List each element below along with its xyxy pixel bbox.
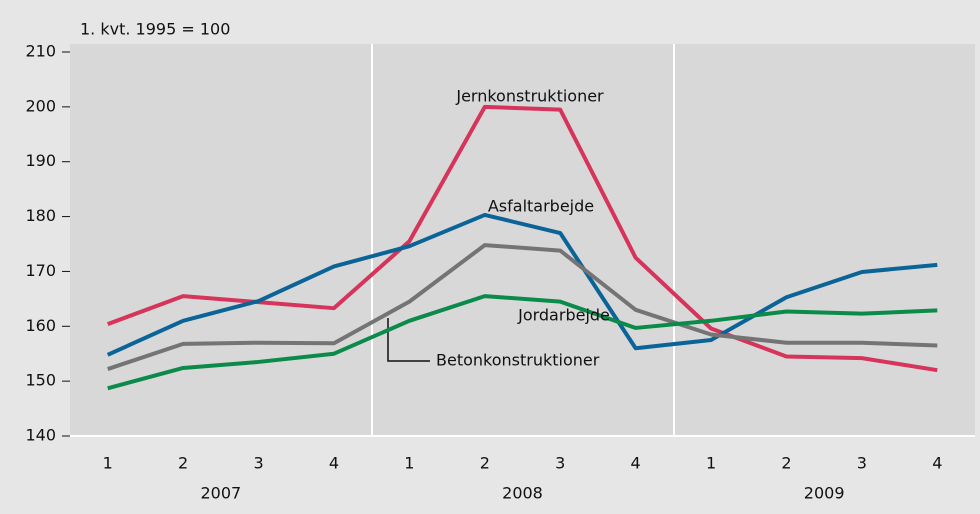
y-tick-label: 160	[25, 316, 56, 335]
x-tick-label: 3	[253, 454, 263, 473]
series-label: Jernkonstruktioner	[455, 87, 604, 106]
x-tick-label: 2	[480, 454, 490, 473]
x-tick-label: 4	[932, 454, 942, 473]
y-tick-label: 170	[25, 261, 56, 280]
y-tick-label: 180	[25, 206, 56, 225]
y-tick-label: 200	[25, 96, 56, 115]
series-line	[107, 104, 938, 373]
series-line	[106, 212, 938, 357]
x-tick-label: 2	[781, 454, 791, 473]
y-tick-label: 150	[25, 371, 56, 390]
series-label: Asfaltarbejde	[488, 197, 594, 216]
x-tick-label: 1	[103, 454, 113, 473]
year-label: 2007	[200, 484, 241, 503]
x-tick-label: 1	[706, 454, 716, 473]
series-label: Betonkonstruktioner	[436, 351, 600, 370]
x-tick-label: 3	[857, 454, 867, 473]
series-line	[107, 243, 938, 371]
y-tick-label: 190	[25, 151, 56, 170]
year-label: 2009	[804, 484, 845, 503]
y-tick-label: 210	[25, 42, 56, 61]
x-tick-label: 1	[404, 454, 414, 473]
series-label: Jordarbejde	[517, 306, 610, 325]
y-tick-label: 140	[25, 426, 56, 445]
x-tick-label: 2	[178, 454, 188, 473]
y-axis-label: 1. kvt. 1995 = 100	[80, 20, 230, 39]
series-line	[107, 294, 938, 391]
annotation-pointer	[387, 318, 430, 362]
x-tick-label: 4	[329, 454, 339, 473]
year-label: 2008	[502, 484, 543, 503]
x-tick-label: 4	[631, 454, 641, 473]
x-tick-label: 3	[555, 454, 565, 473]
